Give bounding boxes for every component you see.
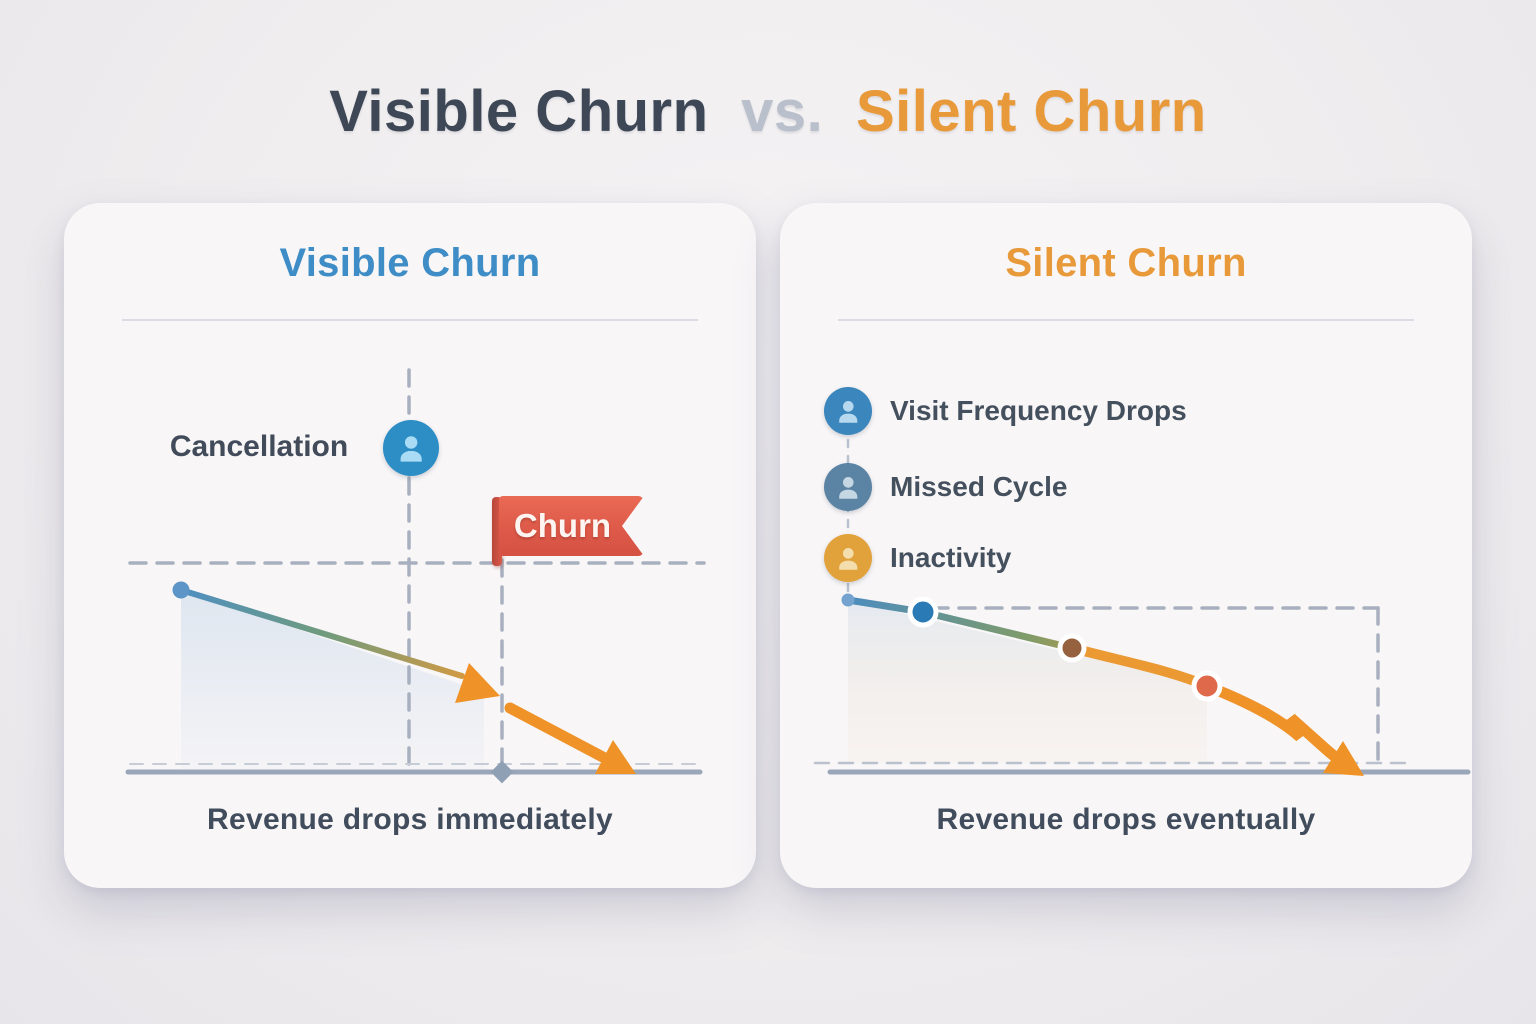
- churn-flag: Churn: [492, 496, 644, 566]
- event-label: Missed Cycle: [890, 471, 1068, 502]
- missed-cycle-dot: [1057, 633, 1087, 663]
- revenue-decline-line-thick: [1067, 643, 1212, 691]
- visit-frequency-dot: [907, 596, 939, 628]
- line-start-dot: [172, 581, 190, 599]
- list-item-inactivity: Inactivity: [824, 534, 1011, 582]
- person-icon: [824, 534, 872, 582]
- churn-flag-label: Churn: [513, 507, 612, 544]
- drop-arrow-zigzag: [1201, 680, 1346, 767]
- rail-end-dot: [841, 593, 855, 607]
- card-divider: [122, 319, 698, 321]
- visible-churn-card-title: Visible Churn: [279, 241, 541, 285]
- person-icon: [824, 463, 872, 511]
- visible-churn-chart: [125, 368, 706, 784]
- card-divider: [838, 319, 1414, 321]
- event-label: Visit Frequency Drops: [890, 395, 1187, 426]
- silent-churn-card: Silent Churn Visit Frequency Drops Misse…: [780, 203, 1472, 888]
- list-item-visit-frequency: Visit Frequency Drops: [824, 387, 1187, 435]
- person-icon: [824, 387, 872, 435]
- inactivity-dot: [1191, 670, 1223, 702]
- baseline-diamond-marker: [490, 760, 514, 784]
- churn-flag-pole: [492, 497, 502, 566]
- revenue-decline-line: [178, 587, 465, 679]
- page-title-visible: Visible Churn: [329, 79, 709, 144]
- silent-churn-card-title: Silent Churn: [1005, 241, 1247, 285]
- event-label: Inactivity: [890, 542, 1012, 573]
- churn-flag-banner: Churn: [499, 496, 644, 556]
- visible-churn-card: Visible Churn Cancellation Churn Revenue…: [64, 203, 756, 888]
- list-item-missed-cycle: Missed Cycle: [824, 463, 1067, 511]
- drop-arrowhead-2: [595, 740, 636, 774]
- decline-arrowhead-1: [455, 663, 500, 703]
- person-icon: [383, 420, 439, 476]
- page-title: Visible Churn vs. Silent Churn: [0, 78, 1536, 145]
- drop-arrow-shaft: [504, 702, 622, 770]
- visible-churn-caption: Revenue drops immediately: [207, 803, 613, 836]
- silent-churn-caption: Revenue drops eventually: [936, 803, 1316, 836]
- revenue-decline-line: [844, 596, 1076, 652]
- revenue-area-fill: [848, 600, 1207, 763]
- cancellation-label: Cancellation: [169, 430, 349, 463]
- revenue-area-fill: [181, 590, 484, 769]
- drop-arrowhead: [1323, 741, 1364, 776]
- page-title-vs: vs.: [741, 79, 824, 144]
- page-title-silent: Silent Churn: [855, 79, 1207, 144]
